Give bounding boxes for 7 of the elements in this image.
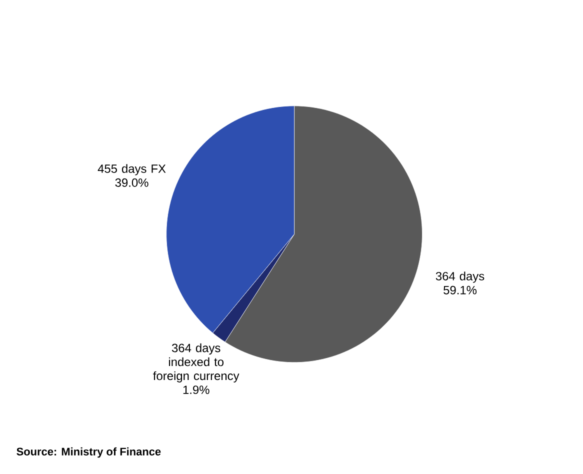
slice-label: 455 days FX (98, 164, 166, 176)
slice-label: 364 days indexed to foreign currency (153, 343, 240, 382)
data-label: 39.0% (115, 178, 148, 187)
source-note: Source: Ministry of Finance (16, 447, 161, 458)
data-label: 59.1% (444, 286, 477, 294)
slice-label: 364 days (436, 272, 484, 283)
data-label: 1.9% (183, 386, 210, 394)
